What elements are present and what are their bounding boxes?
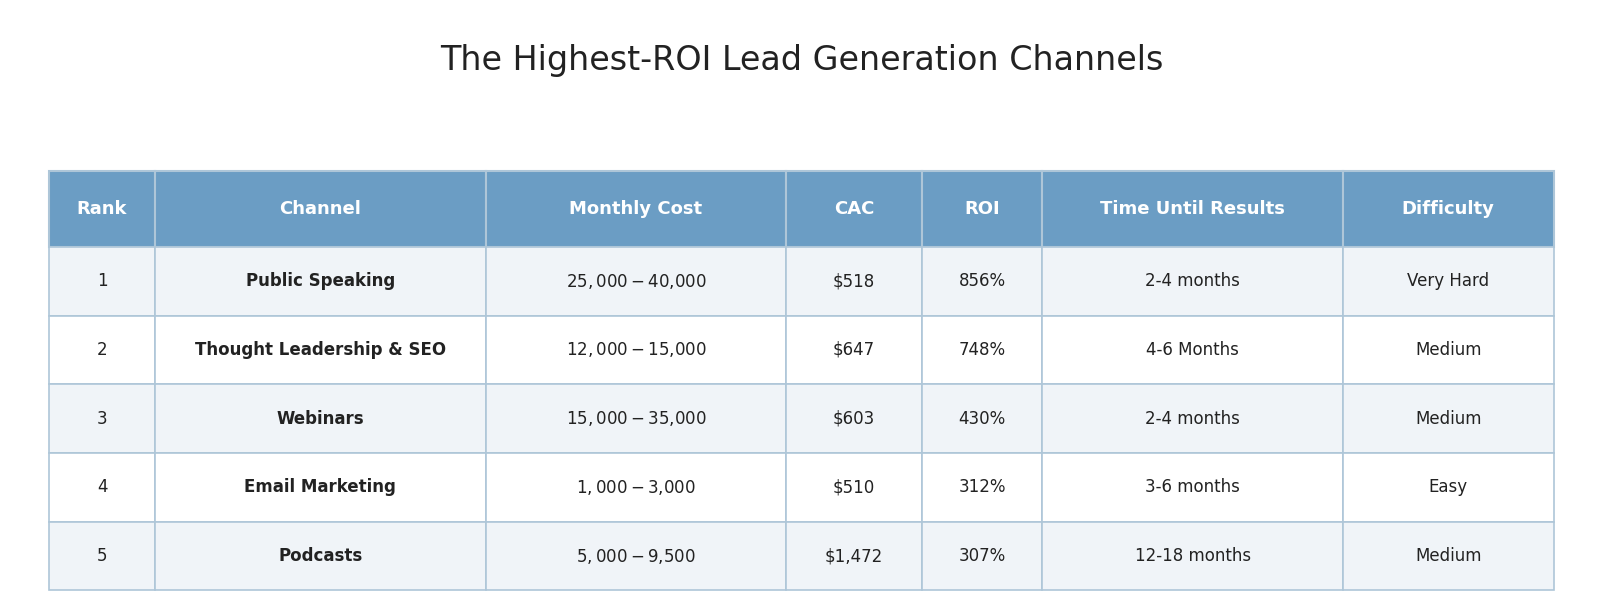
Bar [1343, 315, 1553, 384]
Text: 2-4 months: 2-4 months [1145, 409, 1241, 428]
Text: Time Until Results: Time Until Results [1100, 200, 1286, 218]
Bar [1042, 522, 1343, 590]
Text: Webinars: Webinars [276, 409, 364, 428]
Text: Thought Leadership & SEO: Thought Leadership & SEO [194, 341, 446, 359]
Text: 3: 3 [96, 409, 107, 428]
Bar [787, 453, 922, 522]
Bar [1343, 453, 1553, 522]
Text: Medium: Medium [1415, 341, 1481, 359]
Bar [50, 522, 155, 590]
Bar [922, 247, 1042, 315]
Bar [922, 315, 1042, 384]
Text: $647: $647 [834, 341, 875, 359]
Bar [1343, 384, 1553, 453]
Text: Public Speaking: Public Speaking [245, 272, 394, 290]
Text: Monthly Cost: Monthly Cost [569, 200, 702, 218]
Text: Medium: Medium [1415, 547, 1481, 565]
Text: The Highest-ROI Lead Generation Channels: The Highest-ROI Lead Generation Channels [439, 44, 1164, 77]
Bar [155, 453, 486, 522]
Bar [1042, 315, 1343, 384]
Text: 12-18 months: 12-18 months [1135, 547, 1250, 565]
Bar [1042, 453, 1343, 522]
Text: $5,000 - $9,500: $5,000 - $9,500 [575, 547, 696, 565]
Text: $15,000 - $35,000: $15,000 - $35,000 [566, 409, 707, 428]
Bar [50, 453, 155, 522]
Text: Medium: Medium [1415, 409, 1481, 428]
Bar [486, 522, 787, 590]
Text: 4: 4 [96, 478, 107, 497]
Text: Easy: Easy [1428, 478, 1468, 497]
Bar [1042, 171, 1343, 247]
Text: $603: $603 [834, 409, 875, 428]
Bar [1343, 171, 1553, 247]
Text: $25,000 - $40,000: $25,000 - $40,000 [566, 271, 707, 291]
Bar [486, 453, 787, 522]
Bar [486, 315, 787, 384]
Text: 4-6 Months: 4-6 Months [1146, 341, 1239, 359]
Bar [155, 384, 486, 453]
Bar [50, 247, 155, 315]
Text: 2-4 months: 2-4 months [1145, 272, 1241, 290]
Bar [787, 247, 922, 315]
Text: $1,472: $1,472 [826, 547, 883, 565]
Text: $12,000 -  $15,000: $12,000 - $15,000 [566, 340, 707, 359]
Text: $510: $510 [834, 478, 875, 497]
Bar [922, 522, 1042, 590]
Text: 1: 1 [96, 272, 107, 290]
Text: 430%: 430% [959, 409, 1005, 428]
Text: ROI: ROI [963, 200, 1000, 218]
Bar [486, 247, 787, 315]
Bar [1343, 247, 1553, 315]
Text: Channel: Channel [279, 200, 361, 218]
Text: 312%: 312% [959, 478, 1005, 497]
Bar [922, 384, 1042, 453]
Bar [50, 171, 155, 247]
Bar [787, 171, 922, 247]
Bar [787, 522, 922, 590]
Text: $1,000 - $3,000: $1,000 - $3,000 [575, 478, 696, 497]
Text: 3-6 months: 3-6 months [1145, 478, 1241, 497]
Text: 5: 5 [96, 547, 107, 565]
Bar [50, 315, 155, 384]
Bar [1042, 247, 1343, 315]
Text: 307%: 307% [959, 547, 1005, 565]
Text: CAC: CAC [834, 200, 874, 218]
Bar [155, 522, 486, 590]
Bar [922, 171, 1042, 247]
Bar [787, 315, 922, 384]
Bar [155, 171, 486, 247]
Text: Email Marketing: Email Marketing [244, 478, 396, 497]
Text: 748%: 748% [959, 341, 1005, 359]
Bar [155, 315, 486, 384]
Text: $518: $518 [834, 272, 875, 290]
Bar [787, 384, 922, 453]
Bar [155, 247, 486, 315]
Bar [1042, 384, 1343, 453]
Bar [486, 384, 787, 453]
Text: 2: 2 [96, 341, 107, 359]
Bar [1343, 522, 1553, 590]
Text: Difficulty: Difficulty [1403, 200, 1494, 218]
Text: 856%: 856% [959, 272, 1005, 290]
Bar [50, 384, 155, 453]
Text: Rank: Rank [77, 200, 127, 218]
Text: Podcasts: Podcasts [277, 547, 362, 565]
Bar [486, 171, 787, 247]
Text: Very Hard: Very Hard [1407, 272, 1489, 290]
Bar [922, 453, 1042, 522]
